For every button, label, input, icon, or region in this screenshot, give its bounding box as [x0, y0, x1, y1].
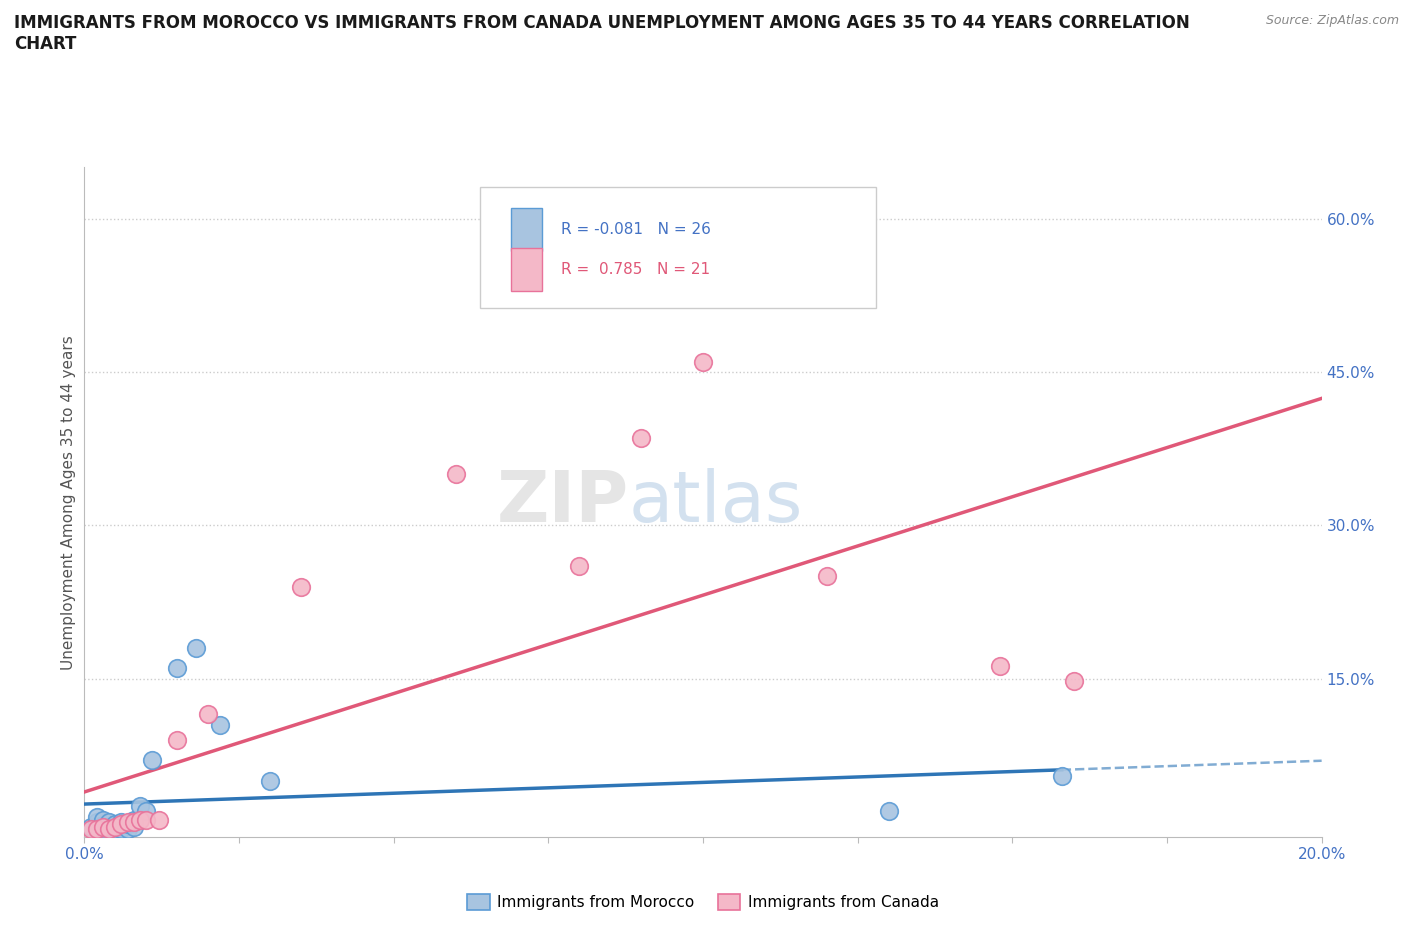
Point: [110, 815, 132, 830]
Point: [135, 812, 157, 827]
FancyBboxPatch shape: [512, 207, 543, 251]
Point: [209, 717, 232, 732]
Point: [117, 821, 139, 836]
Point: [877, 804, 900, 819]
Point: [98, 819, 121, 834]
Point: [122, 812, 145, 827]
Point: [86, 815, 108, 830]
Point: [692, 354, 714, 369]
Point: [1063, 673, 1085, 688]
Point: [110, 817, 132, 831]
Text: IMMIGRANTS FROM MOROCCO VS IMMIGRANTS FROM CANADA UNEMPLOYMENT AMONG AGES 35 TO : IMMIGRANTS FROM MOROCCO VS IMMIGRANTS FR…: [14, 14, 1189, 53]
Point: [815, 569, 838, 584]
Point: [79, 819, 101, 834]
Point: [86, 821, 108, 836]
Text: Source: ZipAtlas.com: Source: ZipAtlas.com: [1265, 14, 1399, 27]
Point: [259, 774, 281, 789]
Text: ZIP: ZIP: [496, 468, 628, 537]
Point: [129, 799, 152, 814]
Point: [197, 707, 219, 722]
Point: [1050, 768, 1073, 783]
Point: [166, 733, 188, 748]
Point: [568, 559, 591, 574]
Point: [166, 661, 188, 676]
FancyBboxPatch shape: [512, 247, 543, 291]
Text: R = -0.081   N = 26: R = -0.081 N = 26: [561, 222, 710, 237]
Point: [79, 821, 101, 836]
Point: [104, 821, 127, 836]
Point: [184, 641, 207, 656]
Point: [444, 467, 467, 482]
Y-axis label: Unemployment Among Ages 35 to 44 years: Unemployment Among Ages 35 to 44 years: [60, 335, 76, 670]
Point: [122, 815, 145, 830]
Point: [290, 579, 312, 594]
Point: [630, 431, 652, 445]
FancyBboxPatch shape: [481, 188, 876, 308]
Point: [98, 821, 121, 836]
Point: [104, 819, 127, 834]
Point: [141, 753, 163, 768]
Point: [104, 817, 127, 831]
Point: [122, 819, 145, 834]
Point: [91, 812, 114, 827]
Point: [91, 817, 114, 832]
Point: [135, 804, 157, 819]
Point: [129, 812, 152, 827]
Point: [117, 815, 139, 830]
Point: [148, 812, 170, 827]
Point: [98, 815, 121, 830]
Text: R =  0.785   N = 21: R = 0.785 N = 21: [561, 262, 710, 277]
Point: [91, 819, 114, 834]
Point: [117, 817, 139, 831]
Point: [91, 821, 114, 836]
Legend: Immigrants from Morocco, Immigrants from Canada: Immigrants from Morocco, Immigrants from…: [461, 888, 945, 916]
Point: [988, 658, 1011, 673]
Point: [86, 809, 108, 824]
Point: [110, 821, 132, 836]
Text: atlas: atlas: [628, 468, 803, 537]
Point: [86, 819, 108, 834]
